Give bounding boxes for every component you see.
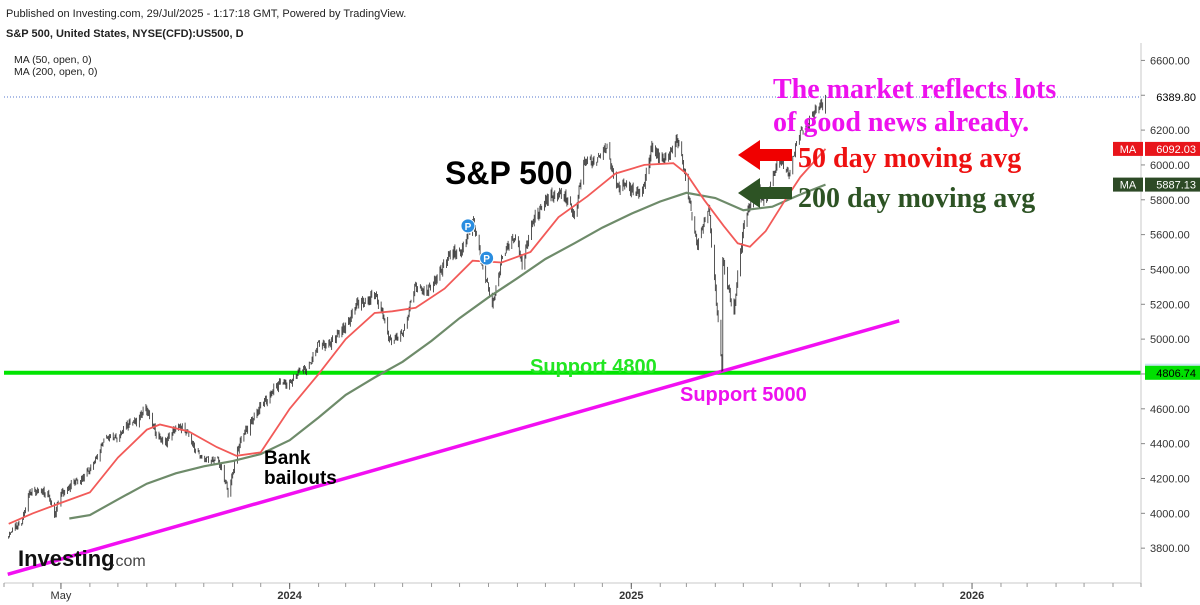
y-tick-label: 5200.00 <box>1150 299 1190 311</box>
price-label-box <box>1145 365 1200 380</box>
price-label-box <box>1145 177 1200 192</box>
annotations <box>738 140 792 208</box>
logo-suffix: .com <box>111 553 146 570</box>
market-note-line2: of good news already. <box>773 107 1029 138</box>
moving-average-lines <box>8 148 827 525</box>
y-tick-label: 5000.00 <box>1150 334 1190 346</box>
y-tick-label: 4200.00 <box>1150 473 1190 485</box>
price-axis[interactable]: 3800.004000.004200.004400.004600.004800.… <box>1113 43 1200 583</box>
y-tick-label: 4000.00 <box>1150 508 1190 520</box>
ma-tag-box <box>1113 177 1143 192</box>
ma-tag-box <box>1113 141 1143 156</box>
ma50-arrow <box>738 140 792 170</box>
support-5000-label: Support 5000 <box>680 384 807 406</box>
event-marker-label: P <box>483 254 490 265</box>
investing-logo[interactable]: Investing .com <box>18 546 146 571</box>
market-note-line1: The market reflects lots <box>773 74 1056 105</box>
ma200-arrow <box>738 178 792 208</box>
x-tick-label: May <box>51 590 72 602</box>
y-tick-label: 5400.00 <box>1150 264 1190 276</box>
published-info: Published on Investing.com, 29/Jul/2025 … <box>6 8 406 20</box>
support-4800-label: Support 4800 <box>530 356 657 378</box>
ma50-line <box>8 148 827 525</box>
price-label-box <box>1145 90 1200 105</box>
y-tick-label: 6600.00 <box>1150 55 1190 67</box>
instrument-info: S&P 500, United States, NYSE(CFD):US500,… <box>6 28 244 40</box>
ma200-legend[interactable]: MA (200, open, 0) <box>14 66 97 78</box>
y-tick-label: 6000.00 <box>1150 160 1190 172</box>
ma-tag-label: MA <box>1120 144 1137 156</box>
y-tick-label: 5800.00 <box>1150 195 1190 207</box>
ma50-note: 50 day moving avg <box>798 143 1021 174</box>
bank-bailouts-line1: Bank <box>264 448 311 469</box>
price-label: 6092.03 <box>1156 144 1196 156</box>
price-label: 4806.74 <box>1156 368 1196 380</box>
support-lines <box>4 96 1141 576</box>
x-tick-label: 2024 <box>277 590 302 602</box>
ma200-note: 200 day moving avg <box>798 183 1035 214</box>
support-5000-line <box>7 319 900 576</box>
y-tick-label: 4600.00 <box>1150 404 1190 416</box>
y-tick-label: 3800.00 <box>1150 543 1190 555</box>
ma-tag-label: MA <box>1120 180 1137 192</box>
price-label: 5887.13 <box>1156 180 1196 192</box>
y-tick-label: 4400.00 <box>1150 439 1190 451</box>
event-marker <box>460 218 476 234</box>
price-label: 6389.80 <box>1156 92 1196 104</box>
event-marker <box>479 250 495 266</box>
time-axis[interactable]: May 2024 2025 2026 <box>3 582 1142 602</box>
ma50-legend[interactable]: MA (50, open, 0) <box>14 54 92 66</box>
y-tick-label: 6200.00 <box>1150 125 1190 137</box>
chart-title: S&P 500 <box>445 155 573 191</box>
price-label-box <box>1145 141 1200 156</box>
event-marker-label: P <box>465 222 472 233</box>
logo-brand: Investing <box>18 546 115 571</box>
x-tick-label: 2026 <box>960 590 984 602</box>
x-tick-label: 2025 <box>619 590 643 602</box>
y-tick-label: 5600.00 <box>1150 230 1190 242</box>
bank-bailouts-line2: bailouts <box>264 468 337 489</box>
event-markers: PP <box>460 218 495 266</box>
price-candles <box>8 94 826 539</box>
